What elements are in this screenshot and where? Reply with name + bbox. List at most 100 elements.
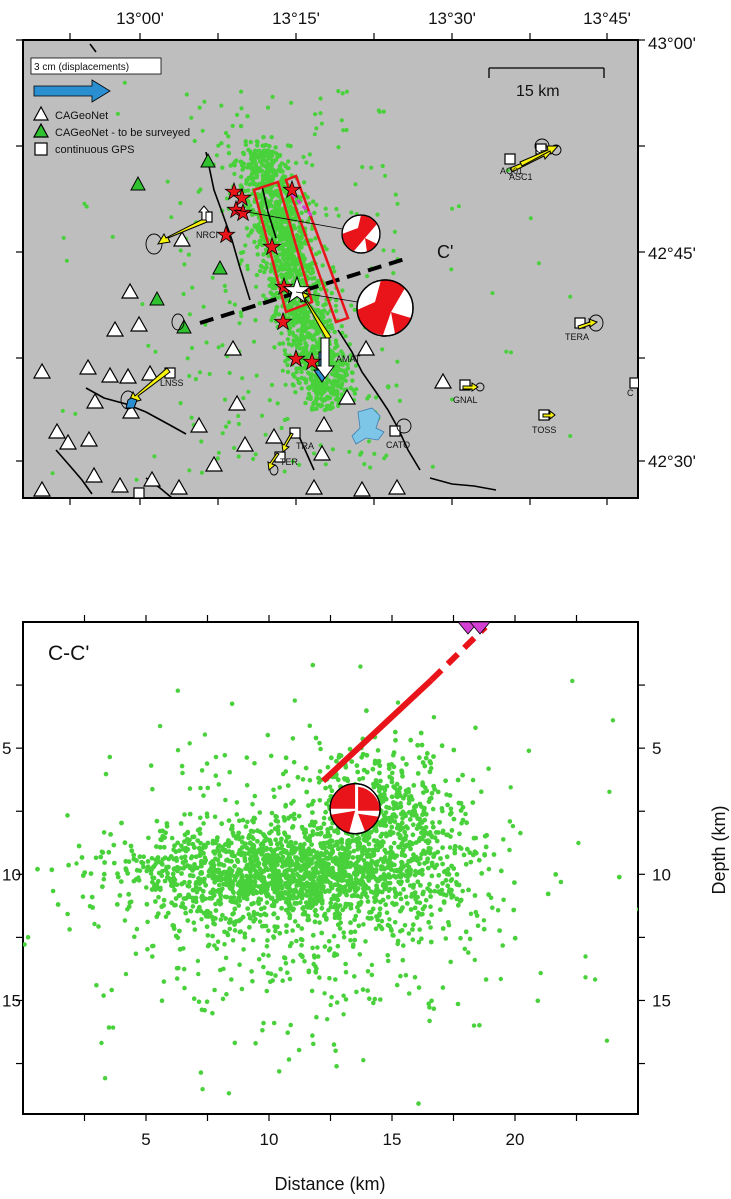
section-event [448,806,454,812]
section-event [379,889,385,895]
y-tick-label: 10 [652,865,671,884]
section-event [419,742,425,748]
section-event [428,925,433,930]
section-event [334,1064,339,1069]
section-event [518,830,523,836]
section-event [332,873,338,878]
section-event [383,902,389,908]
section-event [222,942,227,947]
station-triangle [32,480,52,497]
map-event [297,239,302,244]
aftershock-star [216,224,236,244]
map-event [254,244,260,250]
section-event [381,881,386,887]
map-event [270,194,275,199]
map-event [307,152,312,157]
section-event [607,789,612,794]
map-event [245,114,250,119]
station-label-amat: AMAT [336,354,361,364]
section-event [151,943,156,949]
map-event [220,343,225,348]
section-event [299,926,305,931]
section-event [418,883,423,888]
map-event [342,368,347,373]
section-event [295,774,301,780]
map-event [290,206,295,212]
section-event [312,883,317,888]
map-event [339,383,344,388]
section-event [463,929,469,935]
ellipse [396,418,412,434]
map-panel: ASC1 AQ01 NRCI AMAT TERA LNSS GNAL TOSS … [16,9,696,505]
legend-displacement-arrow [33,79,111,103]
section-event [325,1017,330,1022]
section-event [144,885,149,890]
section-event [380,839,385,844]
section-event [221,881,226,887]
section-event [419,836,425,842]
section-event [205,933,211,938]
section-event [372,996,378,1002]
section-event [205,785,211,791]
section-event [408,907,414,912]
section-event [286,834,292,840]
to-be-surveyed-stations [130,152,228,334]
section-event [373,860,379,865]
section-event [247,856,253,862]
map-event [294,268,299,273]
map-event [334,397,340,402]
section-event [165,910,171,916]
section-event [270,869,276,874]
section-event [274,841,280,847]
map-event [306,391,312,397]
map-event [345,366,351,371]
section-event [315,895,321,901]
map-event [269,318,274,323]
section-event [344,841,350,847]
section-event [341,1012,346,1017]
section-event [428,939,434,945]
section-event [240,840,245,845]
section-event [248,840,253,845]
station-triangle [129,315,149,332]
section-event [335,943,341,949]
section-event [440,808,445,814]
section-event [338,753,344,758]
section-event [187,873,193,878]
section-event [368,868,373,873]
section-event [281,815,287,820]
section-event [157,844,163,850]
section-event [418,825,424,830]
section-event [150,879,155,885]
section-event [231,911,236,916]
section-event [265,970,271,976]
map-event [280,273,285,278]
section-event [187,786,193,791]
arrow-tra [281,432,294,453]
section-event [389,779,395,785]
section-event [407,839,413,845]
section-event [412,905,418,911]
section-event [420,780,425,785]
section-event [131,856,137,862]
map-event [298,195,303,200]
section-event [436,872,442,878]
section-event [325,764,331,770]
section-event [457,831,462,837]
map-event [238,123,244,129]
profile-line-c [199,256,409,325]
section-event [159,998,165,1003]
section-event [406,931,412,936]
map-event [263,142,269,148]
map-event [307,201,312,206]
section-event [190,904,196,909]
map-event [261,135,266,140]
section-event [358,664,363,669]
section-event [369,858,375,864]
lat-tick-labels: 43°00' 42°45' 42°30' [648,34,696,471]
section-event [266,953,271,958]
map-event [286,341,292,347]
section-event [394,791,400,797]
section-event [271,1020,277,1026]
map-event [239,313,244,319]
